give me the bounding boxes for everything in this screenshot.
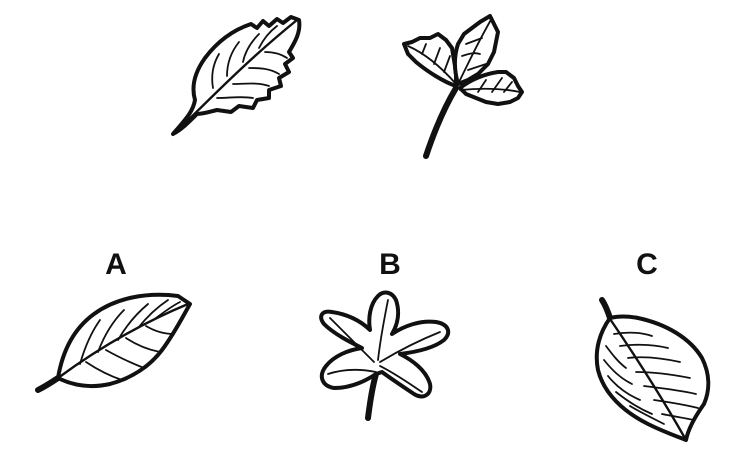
option-c-label: C xyxy=(636,248,658,281)
option-a-label: A xyxy=(105,248,127,281)
serrated-leaf-icon xyxy=(171,15,302,136)
lobed-leaf-icon[interactable] xyxy=(312,290,462,422)
veined-leaf-icon[interactable] xyxy=(32,288,197,400)
three-leaflet-sprig-icon xyxy=(402,14,524,159)
option-b-label: B xyxy=(379,248,401,281)
hatched-leaf-icon[interactable] xyxy=(586,294,716,444)
